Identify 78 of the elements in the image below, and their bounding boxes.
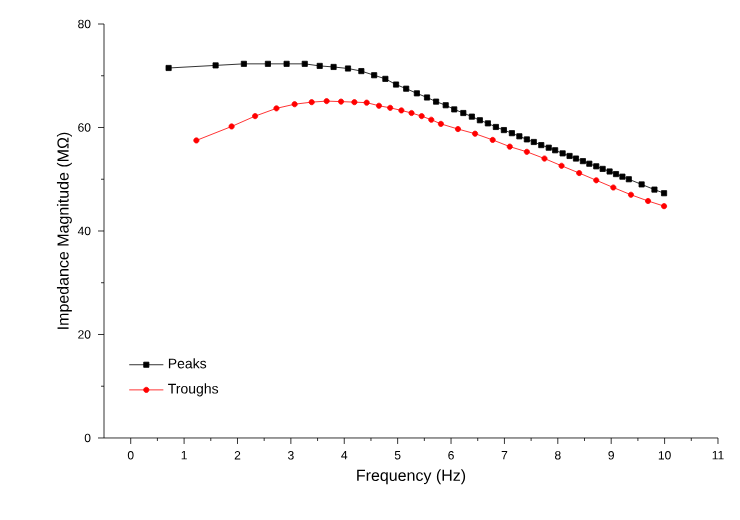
point — [330, 63, 337, 70]
point — [516, 133, 523, 140]
point — [308, 99, 315, 106]
point — [252, 113, 259, 120]
point — [576, 170, 583, 177]
point — [484, 120, 491, 127]
point — [212, 62, 219, 69]
point — [454, 126, 461, 133]
point — [301, 60, 308, 67]
point — [345, 65, 351, 72]
point — [566, 152, 573, 159]
point — [428, 116, 435, 123]
point — [610, 184, 617, 191]
point — [393, 81, 400, 88]
point — [538, 142, 545, 149]
point — [523, 148, 530, 155]
point — [599, 165, 606, 172]
point — [468, 113, 475, 120]
point — [398, 107, 405, 114]
point — [264, 60, 271, 67]
point — [437, 120, 444, 127]
point — [316, 62, 323, 69]
point — [323, 98, 330, 105]
point — [559, 150, 566, 157]
point — [627, 191, 634, 198]
point — [433, 98, 440, 105]
x-axis-title: Frequency (Hz) — [357, 469, 466, 485]
point — [593, 177, 600, 184]
point — [523, 136, 530, 143]
point — [363, 99, 370, 106]
point — [579, 158, 586, 165]
point — [382, 75, 389, 82]
point — [638, 181, 645, 188]
point — [193, 137, 200, 144]
point — [619, 173, 626, 180]
point — [424, 94, 431, 101]
point — [338, 98, 345, 105]
point — [661, 190, 668, 197]
point — [403, 85, 410, 92]
point — [451, 106, 458, 113]
point — [593, 163, 600, 170]
point — [283, 60, 290, 67]
point — [273, 105, 280, 112]
point — [606, 168, 613, 175]
point — [165, 64, 172, 71]
point — [472, 130, 479, 137]
point — [508, 130, 515, 137]
point — [358, 68, 365, 75]
point — [240, 60, 247, 67]
point — [371, 72, 378, 79]
point — [460, 110, 467, 117]
point — [651, 186, 658, 193]
point — [492, 123, 499, 130]
point — [586, 160, 593, 167]
point — [228, 123, 235, 130]
point — [530, 138, 537, 145]
point — [476, 117, 483, 124]
point — [506, 143, 513, 150]
point — [413, 90, 420, 97]
point — [387, 104, 394, 111]
point — [442, 102, 449, 109]
point — [613, 171, 620, 178]
point — [375, 102, 382, 109]
point — [661, 203, 668, 210]
point — [545, 144, 552, 151]
point — [552, 147, 559, 154]
point — [572, 155, 579, 162]
point — [291, 101, 298, 108]
y-axis-title: Impedance Magnitude (MΩ) — [56, 132, 72, 329]
point — [625, 176, 632, 183]
point — [500, 127, 507, 134]
point — [558, 162, 565, 169]
point — [408, 110, 415, 117]
point — [645, 197, 652, 204]
point — [418, 113, 425, 120]
point — [351, 99, 358, 106]
point — [489, 136, 496, 143]
point — [541, 155, 548, 162]
